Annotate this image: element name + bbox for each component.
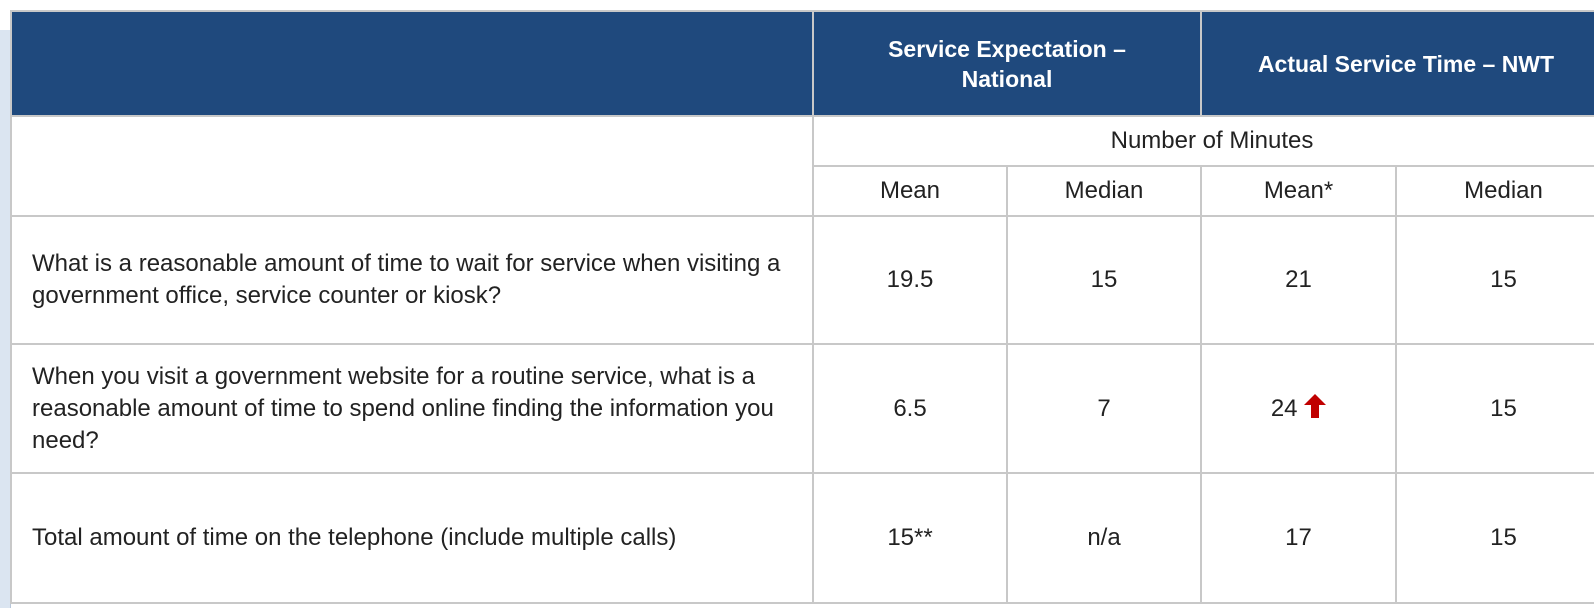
table: Service Expectation – National Actual Se… xyxy=(10,10,1594,604)
value-cell: 24 xyxy=(1200,343,1397,474)
column-header: Actual Service Time – NWT xyxy=(1200,10,1594,117)
value-cell: 7 xyxy=(1006,343,1202,474)
row-label: When you visit a government website for … xyxy=(10,343,814,474)
value-cell: 17 xyxy=(1200,472,1397,604)
value-cell: 19.5 xyxy=(812,215,1008,345)
value-cell: 15 xyxy=(1395,472,1594,604)
unit-label: Number of Minutes xyxy=(812,115,1594,167)
subcolumn-header: Median xyxy=(1006,165,1202,217)
header-blank xyxy=(10,10,814,117)
value-cell: 6.5 xyxy=(812,343,1008,474)
subcolumn-header: Mean* xyxy=(1200,165,1397,217)
row-label: Total amount of time on the telephone (i… xyxy=(10,472,814,604)
row-label: What is a reasonable amount of time to w… xyxy=(10,215,814,345)
up-arrow-icon xyxy=(1304,394,1327,418)
column-header: Service Expectation – National xyxy=(812,10,1202,117)
value-cell: 15** xyxy=(812,472,1008,604)
value-cell: 15 xyxy=(1395,343,1594,474)
blank-cell xyxy=(10,115,814,217)
subcolumn-header: Mean xyxy=(812,165,1008,217)
value-text: 24 xyxy=(1270,395,1298,422)
value-cell: n/a xyxy=(1006,472,1202,604)
subcolumn-header: Median xyxy=(1395,165,1594,217)
value-cell: 15 xyxy=(1395,215,1594,345)
value-cell: 21 xyxy=(1200,215,1397,345)
value-cell: 15 xyxy=(1006,215,1202,345)
